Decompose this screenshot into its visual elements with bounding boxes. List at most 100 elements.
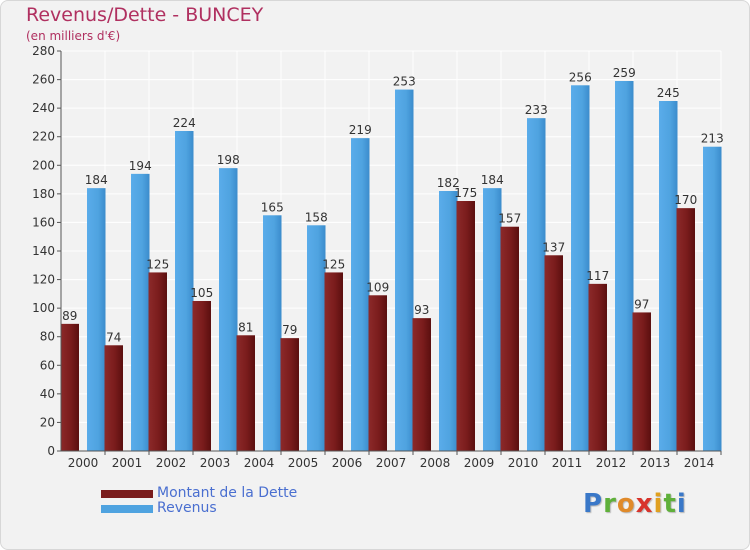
legend-swatch-revenue [101, 505, 153, 513]
x-tick-label: 2006 [332, 456, 363, 470]
y-tick-label: 240 [32, 101, 55, 115]
bar-debt-2002 [148, 272, 167, 451]
bar-debt-2007 [368, 295, 387, 451]
y-tick-label: 160 [32, 215, 55, 229]
data-label-revenue: 184 [85, 173, 108, 187]
y-tick-label: 100 [32, 301, 55, 315]
data-label-revenue: 224 [173, 116, 196, 130]
bar-debt-2008 [412, 318, 431, 451]
bar-debt-2012 [588, 283, 607, 451]
x-tick-label: 2014 [684, 456, 715, 470]
y-tick-label: 180 [32, 187, 55, 201]
y-tick-label: 0 [47, 444, 55, 458]
bar-revenue-2003 [219, 168, 238, 451]
data-label-debt: 81 [238, 320, 253, 334]
data-label-revenue: 245 [657, 86, 680, 100]
x-tick-label: 2008 [420, 456, 451, 470]
bar-debt-2010 [500, 226, 519, 451]
data-label-revenue: 165 [261, 200, 284, 214]
data-label-revenue: 233 [525, 103, 548, 117]
bar-debt-2003 [192, 301, 211, 451]
y-tick-label: 20 [40, 415, 55, 429]
bar-revenue-2006 [351, 138, 370, 451]
data-label-debt: 137 [542, 240, 565, 254]
y-tick-label: 80 [40, 330, 55, 344]
bar-debt-2001 [104, 345, 123, 451]
bar-revenue-2004 [263, 215, 282, 451]
data-label-debt: 79 [282, 323, 297, 337]
bar-revenue-2013 [659, 101, 678, 451]
logo-letter: o [616, 489, 636, 519]
data-label-debt: 170 [674, 193, 697, 207]
bar-revenue-2010 [527, 118, 546, 452]
x-tick-label: 2012 [596, 456, 627, 470]
bar-debt-2005 [280, 338, 299, 451]
data-label-debt: 97 [634, 297, 649, 311]
bar-revenue-2002 [175, 131, 194, 451]
data-label-revenue: 253 [393, 75, 416, 89]
data-label-revenue: 259 [613, 66, 636, 80]
data-label-revenue: 198 [217, 153, 240, 167]
x-tick-label: 2009 [464, 456, 495, 470]
legend-label-debt: Montant de la Dette [157, 485, 298, 501]
chart-title: Revenus/Dette - BUNCEY [26, 4, 264, 26]
data-label-debt: 89 [62, 309, 77, 323]
x-tick-label: 2013 [640, 456, 671, 470]
logo-letter: i [653, 489, 664, 519]
chart-subtitle: (en milliers d'€) [26, 29, 121, 43]
bar-debt-2004 [236, 335, 255, 451]
x-tick-label: 2007 [376, 456, 407, 470]
x-tick-label: 2000 [68, 456, 99, 470]
bar-debt-2011 [544, 255, 563, 451]
data-label-debt: 125 [322, 257, 345, 271]
data-label-debt: 125 [146, 257, 169, 271]
x-tick-label: 2005 [288, 456, 319, 470]
logo-letter: P [583, 489, 604, 519]
logo-letter: x [635, 489, 654, 519]
y-tick-label: 200 [32, 158, 55, 172]
data-label-debt: 117 [586, 269, 609, 283]
bar-revenue-2001 [131, 173, 150, 451]
data-label-revenue: 213 [701, 132, 724, 146]
data-label-revenue: 194 [129, 159, 152, 173]
bar-revenue-2009 [483, 188, 502, 451]
data-label-revenue: 184 [481, 173, 504, 187]
bar-revenue-2007 [395, 89, 414, 452]
y-tick-label: 140 [32, 244, 55, 258]
data-label-debt: 105 [190, 286, 213, 300]
bar-debt-2013 [632, 312, 651, 451]
bar-debt-2006 [324, 272, 343, 451]
bar-revenue-2005 [307, 225, 326, 451]
bar-debt-2000 [60, 323, 79, 451]
data-label-debt: 175 [454, 186, 477, 200]
bar-debt-2014 [676, 208, 695, 451]
bar-revenue-2000 [87, 188, 106, 451]
x-tick-label: 2003 [200, 456, 231, 470]
logo-letter: t [663, 489, 677, 519]
y-tick-label: 60 [40, 358, 55, 372]
logo-letter: r [603, 489, 617, 519]
y-tick-label: 220 [32, 130, 55, 144]
bar-revenue-2011 [571, 85, 590, 452]
data-label-revenue: 182 [437, 176, 460, 190]
x-tick-label: 2011 [552, 456, 583, 470]
data-label-revenue: 158 [305, 210, 328, 224]
data-label-debt: 93 [414, 303, 429, 317]
x-tick-label: 2001 [112, 456, 143, 470]
data-label-revenue: 219 [349, 123, 372, 137]
y-tick-label: 260 [32, 73, 55, 87]
bar-revenue-2008 [439, 191, 458, 451]
y-tick-label: 120 [32, 273, 55, 287]
y-tick-label: 280 [32, 44, 55, 58]
data-label-debt: 74 [106, 330, 121, 344]
data-label-debt: 109 [366, 280, 389, 294]
x-tick-label: 2002 [156, 456, 187, 470]
bar-revenue-2012 [615, 81, 634, 451]
proxiti-logo[interactable]: Proxiti [583, 489, 687, 519]
y-tick-label: 40 [40, 387, 55, 401]
bar-debt-2009 [456, 201, 475, 451]
data-label-debt: 157 [498, 212, 521, 226]
bar-revenue-2014 [703, 146, 722, 451]
